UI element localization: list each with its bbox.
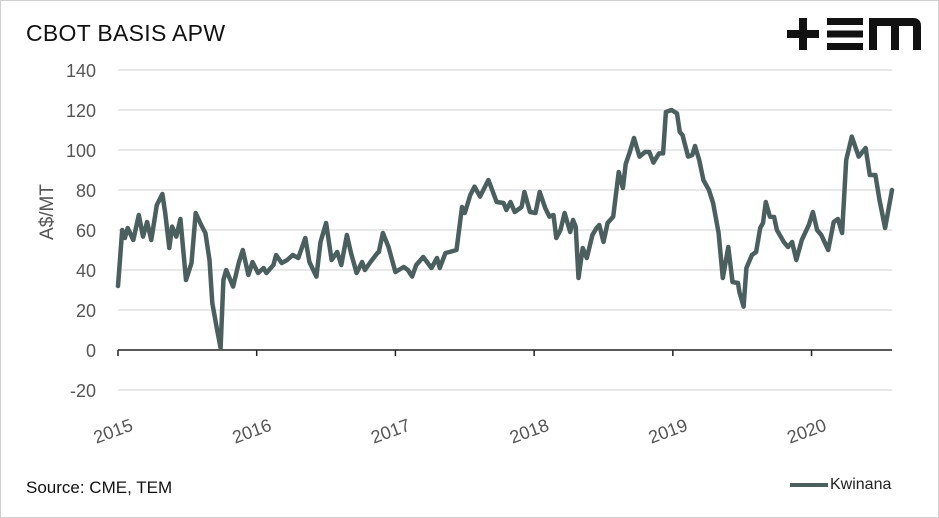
legend-label-kwinana: Kwinana bbox=[830, 476, 892, 493]
y-tick-label: -20 bbox=[70, 381, 96, 401]
y-tick-label: 100 bbox=[66, 141, 96, 161]
y-tick-label: 60 bbox=[76, 221, 96, 241]
x-tick-label: 2017 bbox=[368, 415, 412, 447]
legend-swatch-kwinana bbox=[790, 483, 828, 487]
y-tick-label: 140 bbox=[66, 61, 96, 81]
legend: Kwinana bbox=[790, 476, 891, 494]
y-axis-label: A$/MT bbox=[37, 184, 58, 240]
x-tick-label: 2016 bbox=[230, 415, 274, 447]
y-tick-label: 40 bbox=[76, 261, 96, 281]
tem-logo bbox=[787, 18, 921, 55]
source-note: Source: CME, TEM bbox=[26, 478, 173, 497]
y-tick-label: 120 bbox=[66, 101, 96, 121]
chart-title: CBOT BASIS APW bbox=[26, 20, 226, 46]
x-tick-label: 2015 bbox=[91, 415, 135, 447]
x-tick-label: 2018 bbox=[507, 415, 551, 447]
series-line-kwinana bbox=[115, 107, 895, 351]
y-tick-label: 80 bbox=[76, 181, 96, 201]
y-tick-label: 0 bbox=[86, 341, 96, 361]
y-tick-label: 20 bbox=[76, 301, 96, 321]
x-tick-label: 2020 bbox=[784, 415, 828, 447]
x-tick-label: 2019 bbox=[646, 415, 690, 447]
